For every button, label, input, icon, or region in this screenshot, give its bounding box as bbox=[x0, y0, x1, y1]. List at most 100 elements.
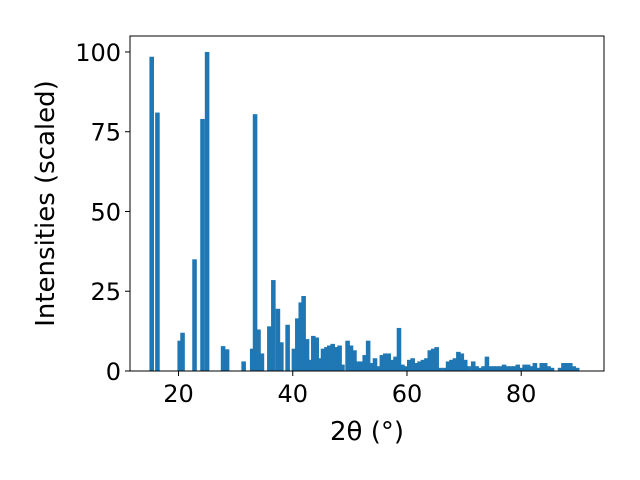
y-tick-label: 0 bbox=[106, 358, 121, 386]
bar-100 bbox=[574, 367, 580, 371]
bar-63 bbox=[442, 367, 447, 371]
bar-69 bbox=[462, 359, 468, 371]
bar-16 bbox=[275, 308, 281, 371]
bar-32 bbox=[333, 347, 339, 371]
bar-22 bbox=[301, 296, 306, 371]
axes-frame bbox=[129, 35, 605, 372]
bar-47 bbox=[386, 353, 391, 371]
bar-3 bbox=[180, 332, 185, 371]
x-tick-label: 40 bbox=[277, 380, 308, 408]
bar-90 bbox=[536, 367, 541, 371]
bar-83 bbox=[512, 366, 517, 371]
bar-0 bbox=[149, 56, 154, 372]
bar-58 bbox=[424, 358, 429, 371]
ticks-layer: 20 40 60 80 0 25 50 75 100 bbox=[75, 39, 536, 408]
bar-55 bbox=[413, 363, 419, 371]
bar-74 bbox=[481, 366, 486, 371]
bar-51 bbox=[400, 364, 405, 371]
bar-20 bbox=[295, 318, 300, 371]
x-tick-label: 60 bbox=[392, 380, 423, 408]
y-tick-label: 75 bbox=[90, 119, 121, 147]
bar-35 bbox=[345, 340, 350, 371]
bar-46 bbox=[382, 353, 388, 371]
bar-86 bbox=[522, 364, 527, 371]
bar-93 bbox=[546, 366, 551, 371]
bar-70 bbox=[466, 366, 471, 371]
bar-53 bbox=[406, 359, 412, 371]
bar-44 bbox=[376, 366, 381, 371]
x-tick-label: 20 bbox=[163, 380, 194, 408]
bar-91 bbox=[539, 363, 545, 371]
bar-39 bbox=[359, 361, 364, 371]
bar-95 bbox=[557, 367, 563, 371]
bar-75 bbox=[484, 356, 490, 371]
bar-50 bbox=[396, 327, 402, 371]
bar-48 bbox=[389, 359, 395, 371]
bar-9 bbox=[241, 361, 246, 371]
bar-87 bbox=[525, 364, 531, 371]
bar-67 bbox=[456, 351, 461, 371]
bar-34 bbox=[340, 364, 345, 371]
bar-14 bbox=[267, 326, 272, 371]
bar-13 bbox=[259, 353, 265, 371]
bar-29 bbox=[324, 347, 329, 371]
bar-72 bbox=[474, 366, 479, 371]
bar-79 bbox=[498, 366, 503, 371]
bar-5 bbox=[200, 118, 205, 371]
bar-62 bbox=[437, 367, 443, 371]
bar-49 bbox=[393, 356, 398, 371]
bar-45 bbox=[379, 355, 385, 371]
y-tick-label: 50 bbox=[90, 198, 121, 226]
bar-64 bbox=[445, 361, 451, 371]
bar-80 bbox=[501, 364, 507, 371]
bar-84 bbox=[515, 364, 521, 371]
y-tick-label: 25 bbox=[90, 278, 121, 306]
bar-81 bbox=[505, 366, 510, 371]
bar-36 bbox=[348, 345, 354, 371]
bar-38 bbox=[355, 361, 361, 371]
bar-65 bbox=[449, 359, 454, 371]
bar-41 bbox=[365, 340, 371, 371]
bar-26 bbox=[314, 337, 320, 371]
bar-28 bbox=[320, 348, 326, 371]
bar-8 bbox=[224, 349, 230, 371]
bar-82 bbox=[508, 366, 514, 371]
bar-15 bbox=[271, 280, 276, 371]
bar-66 bbox=[452, 358, 458, 371]
bar-18 bbox=[285, 324, 290, 371]
bar-6 bbox=[204, 51, 210, 371]
bar-25 bbox=[311, 335, 316, 371]
bar-33 bbox=[337, 345, 342, 371]
y-axis-label: Intensities (scaled) bbox=[31, 80, 61, 327]
bar-94 bbox=[549, 367, 555, 371]
bar-98 bbox=[568, 363, 573, 371]
bar-59 bbox=[427, 350, 433, 371]
bar-88 bbox=[529, 366, 534, 371]
bar-68 bbox=[459, 353, 465, 371]
bar-73 bbox=[477, 367, 483, 371]
bar-97 bbox=[564, 363, 570, 371]
bar-54 bbox=[410, 358, 415, 371]
bar-11 bbox=[252, 114, 258, 372]
bar-57 bbox=[420, 359, 426, 371]
bar-19 bbox=[291, 348, 297, 371]
bar-43 bbox=[372, 358, 378, 371]
y-tick-label: 100 bbox=[75, 39, 121, 67]
x-axis-label: 2θ (°) bbox=[330, 417, 404, 447]
bar-96 bbox=[561, 363, 566, 371]
bar-27 bbox=[317, 358, 322, 371]
bar-24 bbox=[307, 359, 313, 371]
bar-17 bbox=[279, 342, 284, 371]
bar-77 bbox=[491, 366, 497, 371]
bar-31 bbox=[330, 343, 336, 371]
bar-76 bbox=[488, 366, 493, 371]
bar-4 bbox=[192, 259, 197, 371]
bar-85 bbox=[518, 367, 524, 371]
bar-2 bbox=[177, 340, 182, 371]
bar-23 bbox=[304, 339, 310, 371]
bars-layer bbox=[149, 51, 580, 372]
bar-89 bbox=[532, 363, 538, 371]
bar-21 bbox=[298, 302, 304, 371]
x-tick-label: 80 bbox=[506, 380, 537, 408]
